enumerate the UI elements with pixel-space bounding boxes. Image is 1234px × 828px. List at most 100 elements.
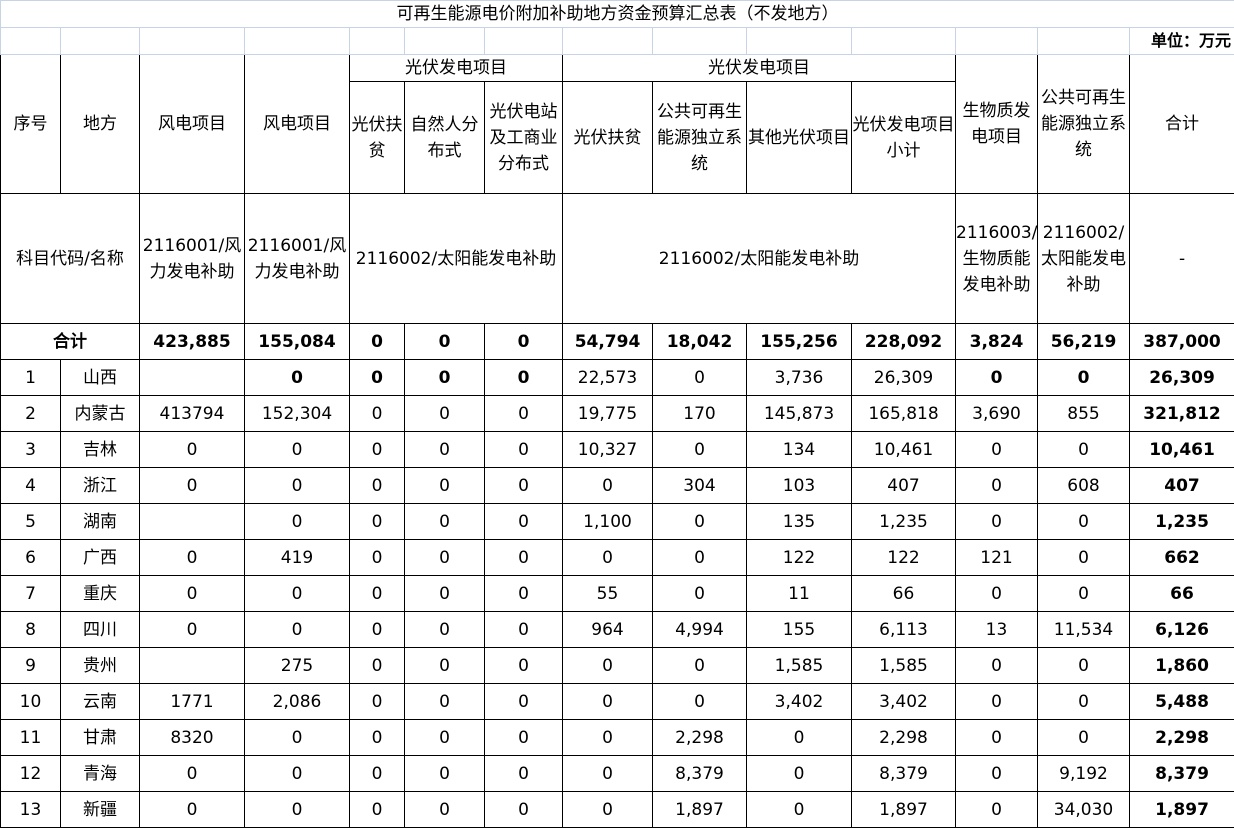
seq-cell[interactable]: 11 bbox=[1, 720, 61, 756]
value-cell[interactable]: 0 bbox=[485, 540, 563, 576]
value-cell[interactable]: 0 bbox=[485, 612, 563, 648]
value-cell[interactable]: 0 bbox=[485, 720, 563, 756]
row-total-cell[interactable]: 2,298 bbox=[1130, 720, 1234, 756]
value-cell[interactable]: 0 bbox=[1038, 720, 1130, 756]
value-cell[interactable]: 3,690 bbox=[956, 396, 1038, 432]
value-cell[interactable]: 3,736 bbox=[747, 360, 852, 396]
row-total-cell[interactable]: 321,812 bbox=[1130, 396, 1234, 432]
value-cell[interactable]: 1,235 bbox=[852, 504, 956, 540]
total-cell[interactable]: 54,794 bbox=[563, 324, 653, 360]
row-total-cell[interactable]: 1,235 bbox=[1130, 504, 1234, 540]
region-cell[interactable]: 吉林 bbox=[61, 432, 140, 468]
value-cell[interactable]: 964 bbox=[563, 612, 653, 648]
row-total-cell[interactable]: 8,379 bbox=[1130, 756, 1234, 792]
value-cell[interactable]: 0 bbox=[1038, 504, 1130, 540]
value-cell[interactable]: 0 bbox=[350, 756, 405, 792]
value-cell[interactable]: 0 bbox=[405, 612, 485, 648]
value-cell[interactable]: 4,994 bbox=[653, 612, 747, 648]
value-cell[interactable]: 0 bbox=[245, 612, 350, 648]
value-cell[interactable]: 407 bbox=[852, 468, 956, 504]
value-cell[interactable]: 152,304 bbox=[245, 396, 350, 432]
value-cell[interactable]: 0 bbox=[140, 576, 245, 612]
value-cell[interactable]: 8,379 bbox=[852, 756, 956, 792]
value-cell[interactable]: 0 bbox=[350, 576, 405, 612]
value-cell[interactable]: 26,309 bbox=[852, 360, 956, 396]
value-cell[interactable]: 0 bbox=[653, 684, 747, 720]
value-cell[interactable]: 0 bbox=[405, 468, 485, 504]
value-cell[interactable]: 0 bbox=[485, 504, 563, 540]
value-cell[interactable]: 0 bbox=[405, 720, 485, 756]
seq-cell[interactable]: 2 bbox=[1, 396, 61, 432]
value-cell[interactable]: 19,775 bbox=[563, 396, 653, 432]
value-cell[interactable]: 0 bbox=[956, 360, 1038, 396]
value-cell[interactable]: 0 bbox=[563, 684, 653, 720]
value-cell[interactable]: 0 bbox=[405, 756, 485, 792]
empty-cell[interactable] bbox=[563, 28, 653, 55]
value-cell[interactable]: 0 bbox=[350, 468, 405, 504]
value-cell[interactable]: 2,086 bbox=[245, 684, 350, 720]
value-cell[interactable]: 0 bbox=[245, 432, 350, 468]
total-cell[interactable]: 155,256 bbox=[747, 324, 852, 360]
value-cell[interactable]: 0 bbox=[956, 720, 1038, 756]
row-total-cell[interactable]: 1,860 bbox=[1130, 648, 1234, 684]
value-cell[interactable]: 0 bbox=[140, 756, 245, 792]
total-cell[interactable]: 228,092 bbox=[852, 324, 956, 360]
value-cell[interactable]: 0 bbox=[485, 648, 563, 684]
value-cell[interactable]: 1,100 bbox=[563, 504, 653, 540]
region-cell[interactable]: 新疆 bbox=[61, 792, 140, 828]
value-cell[interactable]: 22,573 bbox=[563, 360, 653, 396]
value-cell[interactable]: 66 bbox=[852, 576, 956, 612]
seq-cell[interactable]: 5 bbox=[1, 504, 61, 540]
region-cell[interactable]: 浙江 bbox=[61, 468, 140, 504]
value-cell[interactable]: 134 bbox=[747, 432, 852, 468]
value-cell[interactable]: 0 bbox=[563, 540, 653, 576]
value-cell[interactable]: 0 bbox=[485, 756, 563, 792]
value-cell[interactable]: 0 bbox=[350, 648, 405, 684]
value-cell[interactable]: 0 bbox=[140, 612, 245, 648]
seq-cell[interactable]: 3 bbox=[1, 432, 61, 468]
value-cell[interactable]: 0 bbox=[1038, 648, 1130, 684]
region-cell[interactable]: 山西 bbox=[61, 360, 140, 396]
empty-cell[interactable] bbox=[405, 28, 485, 55]
empty-cell[interactable] bbox=[1038, 28, 1130, 55]
seq-cell[interactable]: 8 bbox=[1, 612, 61, 648]
row-total-cell[interactable]: 407 bbox=[1130, 468, 1234, 504]
value-cell[interactable]: 0 bbox=[140, 432, 245, 468]
value-cell[interactable]: 0 bbox=[245, 576, 350, 612]
value-cell[interactable]: 0 bbox=[350, 504, 405, 540]
seq-cell[interactable]: 10 bbox=[1, 684, 61, 720]
value-cell[interactable]: 0 bbox=[485, 792, 563, 828]
row-total-cell[interactable]: 662 bbox=[1130, 540, 1234, 576]
empty-cell[interactable] bbox=[956, 28, 1038, 55]
value-cell[interactable]: 0 bbox=[956, 756, 1038, 792]
value-cell[interactable]: 0 bbox=[245, 360, 350, 396]
empty-cell[interactable] bbox=[747, 28, 852, 55]
empty-cell[interactable] bbox=[61, 28, 140, 55]
value-cell[interactable]: 8,379 bbox=[653, 756, 747, 792]
value-cell[interactable]: 0 bbox=[405, 396, 485, 432]
value-cell[interactable]: 0 bbox=[245, 504, 350, 540]
empty-cell[interactable] bbox=[140, 28, 245, 55]
value-cell[interactable]: 0 bbox=[350, 360, 405, 396]
value-cell[interactable]: 0 bbox=[405, 792, 485, 828]
total-cell[interactable]: 423,885 bbox=[140, 324, 245, 360]
value-cell[interactable]: 0 bbox=[1038, 432, 1130, 468]
total-cell[interactable]: 0 bbox=[405, 324, 485, 360]
value-cell[interactable]: 608 bbox=[1038, 468, 1130, 504]
row-total-cell[interactable]: 10,461 bbox=[1130, 432, 1234, 468]
value-cell[interactable]: 0 bbox=[563, 720, 653, 756]
row-total-cell[interactable]: 1,897 bbox=[1130, 792, 1234, 828]
value-cell[interactable]: 0 bbox=[140, 540, 245, 576]
empty-cell[interactable] bbox=[245, 28, 350, 55]
value-cell[interactable]: 11 bbox=[747, 576, 852, 612]
value-cell[interactable]: 135 bbox=[747, 504, 852, 540]
value-cell[interactable]: 155 bbox=[747, 612, 852, 648]
value-cell[interactable]: 0 bbox=[485, 468, 563, 504]
region-cell[interactable]: 云南 bbox=[61, 684, 140, 720]
region-cell[interactable]: 广西 bbox=[61, 540, 140, 576]
value-cell[interactable] bbox=[140, 360, 245, 396]
value-cell[interactable]: 0 bbox=[350, 792, 405, 828]
seq-cell[interactable]: 6 bbox=[1, 540, 61, 576]
value-cell[interactable]: 0 bbox=[245, 720, 350, 756]
value-cell[interactable]: 122 bbox=[852, 540, 956, 576]
